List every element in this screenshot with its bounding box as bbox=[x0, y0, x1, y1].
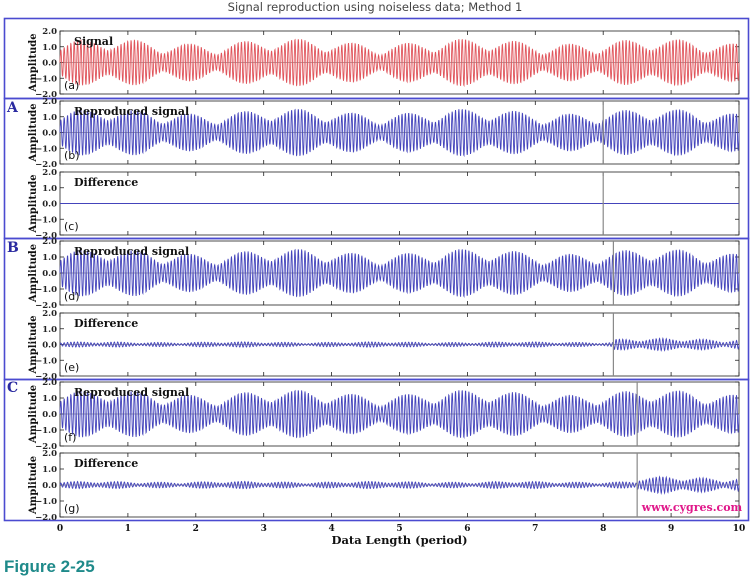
y-tick-label: −2.0 bbox=[35, 372, 57, 382]
y-tick-label: −1.0 bbox=[35, 215, 57, 225]
x-axis: 0 1 2 3 4 5 6 7 8 9 10 Data Length (period) bbox=[57, 524, 745, 547]
x-tick-label: 2 bbox=[193, 524, 199, 534]
y-tick-label: 1.0 bbox=[42, 184, 57, 194]
y-axis-label: Amplitude bbox=[28, 33, 39, 92]
panel-tag: (f) bbox=[64, 431, 76, 444]
y-tick-label: 1.0 bbox=[42, 113, 57, 123]
x-tick-label: 1 bbox=[125, 524, 131, 534]
group-letter: A bbox=[6, 100, 19, 116]
panel-title: Reproduced signal bbox=[74, 245, 189, 258]
y-tick-label: −1.0 bbox=[35, 285, 57, 295]
y-tick-label: −1.0 bbox=[35, 497, 57, 507]
y-axis-label: Amplitude bbox=[28, 103, 39, 162]
panel-title: Reproduced signal bbox=[74, 386, 189, 399]
panel-tag: (c) bbox=[64, 220, 79, 233]
panel-tag: (b) bbox=[64, 149, 80, 162]
y-tick-label: 2.0 bbox=[42, 237, 57, 247]
figure-caption: Figure 2-25 bbox=[4, 557, 95, 576]
y-tick-label: 1.0 bbox=[42, 394, 57, 404]
y-tick-label: 2.0 bbox=[42, 97, 57, 107]
y-tick-label: 2.0 bbox=[42, 168, 57, 178]
y-tick-label: 1.0 bbox=[42, 325, 57, 335]
y-tick-label: −2.0 bbox=[35, 90, 57, 100]
panel-title: Reproduced signal bbox=[74, 105, 189, 118]
group-frames: A B C bbox=[3, 17, 750, 522]
panel-title: Difference bbox=[74, 176, 138, 189]
x-tick-label: 9 bbox=[668, 524, 674, 534]
series-line bbox=[59, 475, 740, 495]
y-axis-label: Amplitude bbox=[28, 385, 39, 444]
y-tick-label: 1.0 bbox=[42, 253, 57, 263]
x-axis-label: Data Length (period) bbox=[331, 533, 467, 547]
group-frame bbox=[3, 378, 750, 522]
y-axis-label: Amplitude bbox=[28, 315, 39, 374]
x-tick-label: 0 bbox=[57, 524, 63, 534]
y-tick-label: 0.0 bbox=[42, 410, 57, 420]
panel-title: Signal bbox=[74, 35, 113, 48]
panel-tag: (e) bbox=[64, 361, 79, 374]
y-tick-label: 0.0 bbox=[42, 481, 57, 491]
y-tick-label: −1.0 bbox=[35, 356, 57, 366]
x-tick-label: 6 bbox=[464, 524, 470, 534]
y-tick-label: −1.0 bbox=[35, 74, 57, 84]
y-tick-label: −1.0 bbox=[35, 144, 57, 154]
y-tick-label: 0.0 bbox=[42, 200, 57, 210]
y-tick-label: 2.0 bbox=[42, 449, 57, 459]
series-line bbox=[59, 108, 740, 158]
x-tick-label: 3 bbox=[261, 524, 267, 534]
x-tick-label: 7 bbox=[532, 524, 538, 534]
x-tick-label: 5 bbox=[396, 524, 402, 534]
panel-tag: (g) bbox=[64, 502, 80, 515]
chart-title: Signal reproduction using noiseless data… bbox=[227, 0, 523, 14]
y-tick-label: −2.0 bbox=[35, 442, 57, 452]
y-tick-label: −2.0 bbox=[35, 513, 57, 523]
x-tick-label: 8 bbox=[600, 524, 606, 534]
group-letter: C bbox=[7, 380, 18, 396]
series-line bbox=[59, 337, 740, 352]
x-tick-label: 4 bbox=[328, 524, 334, 534]
y-tick-label: 2.0 bbox=[42, 27, 57, 37]
y-tick-label: 0.0 bbox=[42, 59, 57, 69]
credit-text: www.cygres.com bbox=[641, 501, 743, 514]
panel-tag: (d) bbox=[64, 290, 80, 303]
y-tick-label: 2.0 bbox=[42, 309, 57, 319]
y-tick-label: −2.0 bbox=[35, 160, 57, 170]
series-line bbox=[59, 248, 740, 298]
y-tick-label: 0.0 bbox=[42, 129, 57, 139]
group-letter: B bbox=[7, 240, 19, 256]
series-line bbox=[59, 389, 740, 439]
y-tick-label: −2.0 bbox=[35, 231, 57, 241]
y-tick-label: 2.0 bbox=[42, 378, 57, 388]
series-line bbox=[59, 38, 740, 88]
panel-tag: (a) bbox=[64, 79, 79, 92]
panel-title: Difference bbox=[74, 457, 138, 470]
y-tick-label: −2.0 bbox=[35, 301, 57, 311]
y-axis-label: Amplitude bbox=[28, 456, 39, 515]
x-tick-label: 10 bbox=[733, 524, 746, 534]
panel-title: Difference bbox=[74, 317, 138, 330]
y-tick-label: 1.0 bbox=[42, 43, 57, 53]
y-tick-label: 1.0 bbox=[42, 465, 57, 475]
y-tick-label: 0.0 bbox=[42, 269, 57, 279]
y-axis-label: Amplitude bbox=[28, 174, 39, 233]
y-tick-label: −1.0 bbox=[35, 426, 57, 436]
y-tick-label: 0.0 bbox=[42, 341, 57, 351]
y-axis-label: Amplitude bbox=[28, 244, 39, 303]
